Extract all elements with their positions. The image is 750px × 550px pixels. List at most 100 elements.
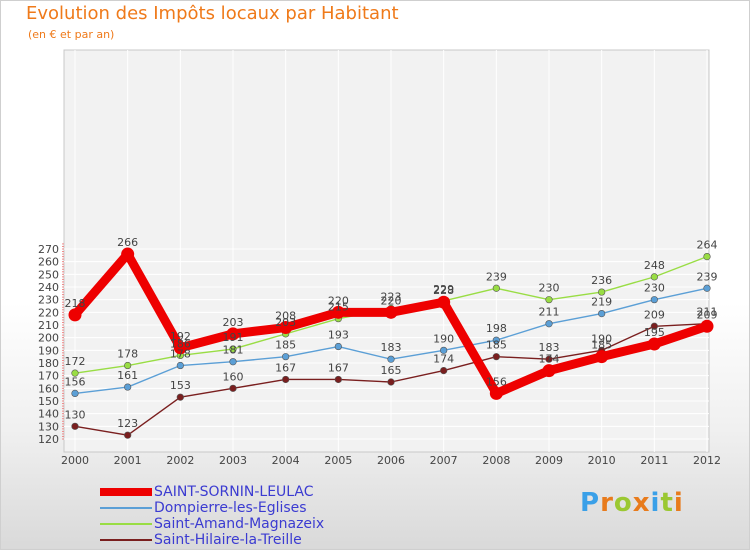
series-point-1 xyxy=(331,305,345,319)
data-label-4: 123 xyxy=(117,417,138,430)
data-label-4: 165 xyxy=(381,364,402,377)
y-tick-label: 220 xyxy=(38,306,59,319)
data-label-3: 239 xyxy=(486,270,507,283)
data-label-1: 209 xyxy=(697,308,718,321)
data-label-4: 167 xyxy=(275,361,296,374)
data-label-4: 174 xyxy=(433,353,454,366)
y-tick-label: 180 xyxy=(38,357,59,370)
series-point-4 xyxy=(282,375,290,384)
series-point-4 xyxy=(650,322,658,330)
data-label-4: 190 xyxy=(591,332,612,345)
series-point-3 xyxy=(703,252,711,261)
data-label-2: 190 xyxy=(433,332,454,345)
data-label-1: 174 xyxy=(539,353,560,366)
data-label-3: 248 xyxy=(644,259,665,272)
data-label-3: 215 xyxy=(328,301,349,314)
data-label-2: 198 xyxy=(486,322,507,335)
series-point-2 xyxy=(229,358,237,366)
series-point-3 xyxy=(650,273,658,281)
series-point-1 xyxy=(68,308,82,322)
chart-subtitle: (en € et par an) xyxy=(28,28,115,41)
legend-swatch-4 xyxy=(100,539,152,541)
series-point-4 xyxy=(387,378,395,386)
series-point-3 xyxy=(124,361,132,370)
series-point-2 xyxy=(598,309,606,318)
x-tick-label: 2004 xyxy=(272,454,300,467)
x-tick-label: 2003 xyxy=(219,454,247,467)
series-point-4 xyxy=(545,355,553,363)
data-label-2: 181 xyxy=(223,344,244,357)
series-point-2 xyxy=(176,361,184,370)
series-point-1 xyxy=(700,319,714,333)
series-point-1 xyxy=(437,295,451,309)
y-tick-label: 270 xyxy=(38,243,59,256)
series-point-1 xyxy=(279,321,293,335)
data-label-2: 239 xyxy=(697,270,718,283)
y-tick-label: 240 xyxy=(38,281,59,294)
x-tick-label: 2011 xyxy=(640,454,668,467)
data-label-3: 191 xyxy=(223,331,244,344)
data-label-3: 178 xyxy=(117,348,138,361)
chart-title: Evolution des Impôts locaux par Habitant xyxy=(26,3,399,24)
data-label-2: 193 xyxy=(328,329,349,342)
legend-swatch-2 xyxy=(100,507,152,509)
data-label-4: 130 xyxy=(65,408,86,421)
y-tick-label: 160 xyxy=(38,382,59,395)
series-point-3 xyxy=(545,296,553,304)
x-tick-label: 2009 xyxy=(535,454,563,467)
series-point-4 xyxy=(440,366,448,375)
series-point-1 xyxy=(121,247,135,261)
data-label-4: 185 xyxy=(486,339,507,352)
data-label-3: 186 xyxy=(170,337,191,350)
y-tick-label: 190 xyxy=(38,344,59,357)
x-tick-label: 2010 xyxy=(588,454,616,467)
series-point-3 xyxy=(492,284,500,292)
data-label-4: 209 xyxy=(644,308,665,321)
x-tick-label: 2001 xyxy=(114,454,142,467)
series-point-2 xyxy=(282,353,290,361)
data-label-2: 156 xyxy=(65,375,86,388)
logo-letter: i xyxy=(650,488,661,518)
data-label-4: 153 xyxy=(170,379,191,392)
data-label-4: 167 xyxy=(328,361,349,374)
logo-letter: P xyxy=(580,488,601,518)
series-point-3 xyxy=(598,288,606,296)
series-point-4 xyxy=(334,375,342,384)
series-point-2 xyxy=(71,389,79,397)
y-tick-label: 130 xyxy=(38,420,59,433)
data-label-1: 220 xyxy=(381,294,402,307)
logo-letter: x xyxy=(632,488,651,518)
data-label-4: 160 xyxy=(223,370,244,383)
series-point-3 xyxy=(229,345,237,353)
y-tick-label: 140 xyxy=(38,408,59,421)
plot-area xyxy=(63,49,710,453)
data-label-2: 183 xyxy=(381,341,402,354)
series-point-3 xyxy=(71,369,79,377)
data-label-2: 211 xyxy=(539,306,560,319)
series-point-1 xyxy=(489,386,503,400)
x-tick-label: 2008 xyxy=(482,454,510,467)
series-point-1 xyxy=(384,305,398,319)
data-label-2: 219 xyxy=(591,296,612,309)
legend-label-3: Saint-Amand-Magnazeix xyxy=(154,516,325,532)
series-point-4 xyxy=(71,422,79,430)
legend-item-3: Saint-Amand-Magnazeix xyxy=(100,516,324,532)
legend-item-1: SAINT-SORNIN-LEULAC xyxy=(100,484,324,500)
data-label-1: 228 xyxy=(433,284,454,297)
legend-label-2: Dompierre-les-Eglises xyxy=(154,500,307,516)
x-tick-label: 2007 xyxy=(430,454,458,467)
logo-letter: r xyxy=(600,488,614,518)
x-tick-label: 2005 xyxy=(324,454,352,467)
data-label-1: 156 xyxy=(486,375,507,388)
series-point-2 xyxy=(650,296,658,304)
data-label-3: 229 xyxy=(433,283,454,296)
data-label-1: 220 xyxy=(328,294,349,307)
series-point-1 xyxy=(173,341,187,355)
data-label-1: 195 xyxy=(644,326,665,339)
series-point-2 xyxy=(545,320,553,328)
series-point-4 xyxy=(229,384,237,392)
data-label-2: 185 xyxy=(275,339,296,352)
series-point-1 xyxy=(226,327,240,341)
data-label-3: 223 xyxy=(381,291,402,304)
